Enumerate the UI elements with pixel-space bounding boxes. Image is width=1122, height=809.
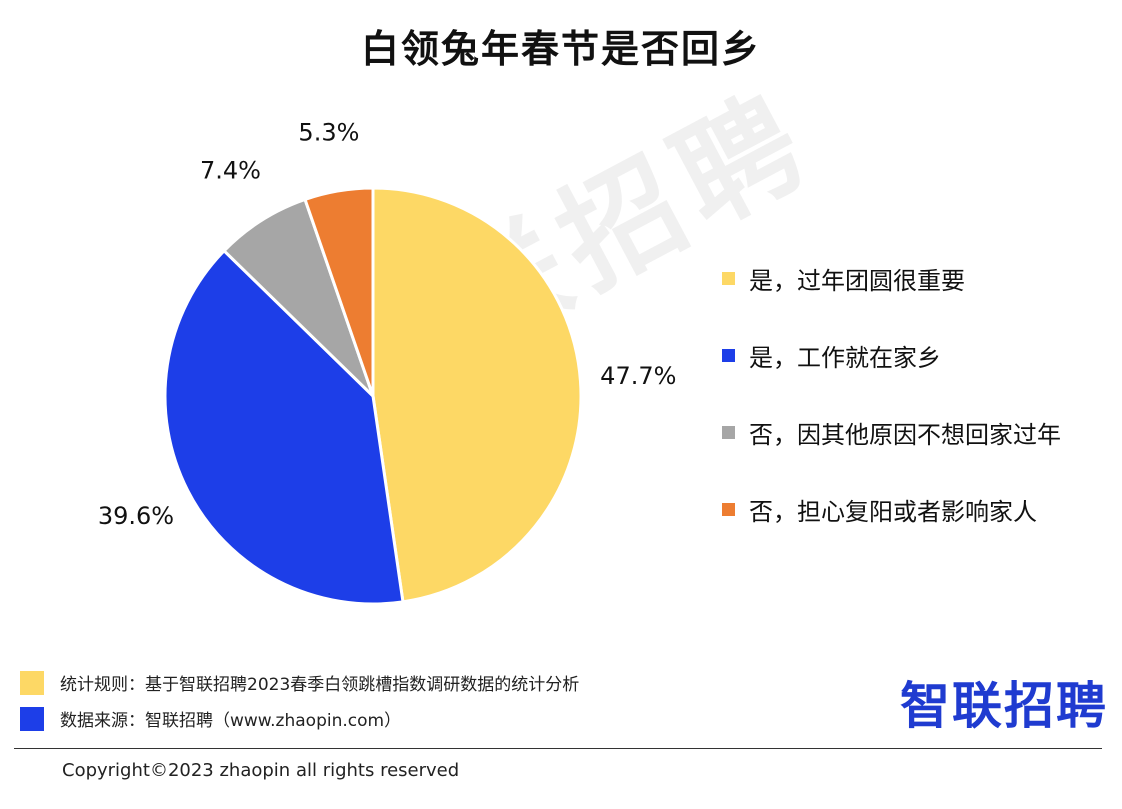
legend-label: 是，工作就在家乡 [749, 343, 941, 372]
footer-note-rule: 统计规则：基于智联招聘2023春季白领跳槽指数调研数据的统计分析 [20, 670, 579, 695]
legend-item: 否，因其他原因不想回家过年 [722, 412, 1117, 452]
slice-stay-worry-reinfection [303, 186, 375, 397]
legend-label: 否，因其他原因不想回家过年 [749, 420, 1061, 449]
footer-note-source: 数据来源：智联招聘（www.zhaopin.com） [20, 706, 401, 731]
legend: 是，过年团圆很重要 是，工作就在家乡 否，因其他原因不想回家过年 否，担心复阳或… [722, 258, 1117, 566]
slice-return-work-hometown [163, 248, 405, 606]
legend-swatch [722, 271, 735, 285]
rule-text: 统计规则：基于智联招聘2023春季白领跳槽指数调研数据的统计分析 [60, 675, 580, 695]
brand-logo: 智联招聘 [900, 677, 1108, 735]
note-swatch [20, 670, 44, 695]
value-label: 7.4% [200, 156, 261, 184]
legend-item: 否，担心复阳或者影响家人 [722, 489, 1117, 529]
chart-title: 白领兔年春节是否回乡 [360, 27, 761, 71]
legend-swatch [722, 348, 735, 362]
legend-label: 否，担心复阳或者影响家人 [749, 497, 1037, 526]
footer-divider [14, 748, 1102, 749]
slice-stay-other-reasons [221, 197, 375, 398]
value-label: 5.3% [298, 119, 359, 147]
legend-swatch [722, 502, 735, 516]
legend-label: 是，过年团圆很重要 [749, 266, 965, 295]
slice-return-reunion [371, 186, 583, 604]
legend-swatch [722, 425, 735, 439]
legend-item: 是，工作就在家乡 [722, 335, 1117, 375]
value-label: 39.6% [98, 502, 174, 530]
source-text: 数据来源：智联招聘（www.zhaopin.com） [60, 711, 402, 731]
value-label: 47.7% [600, 362, 676, 390]
note-swatch [20, 706, 44, 731]
copyright: Copyright©2023 zhaopin all rights reserv… [62, 760, 460, 781]
legend-item: 是，过年团圆很重要 [722, 258, 1117, 298]
